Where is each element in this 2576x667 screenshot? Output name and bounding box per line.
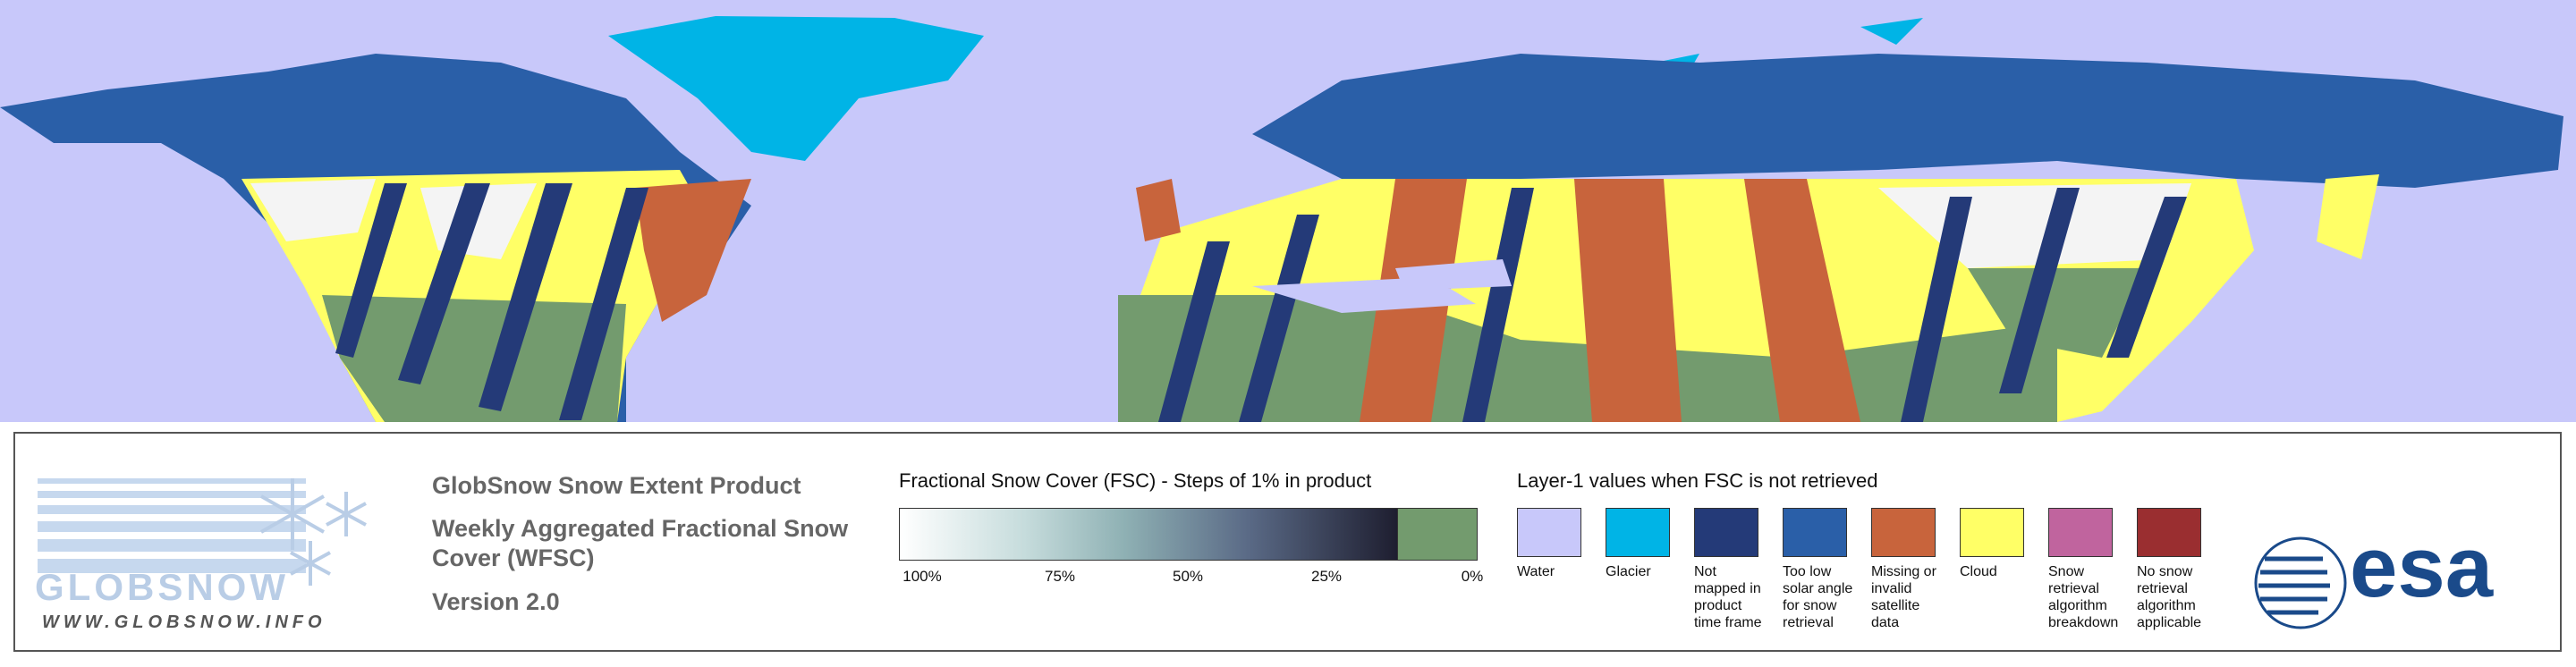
fsc-tick-label: 50% (1172, 568, 1204, 585)
missing-data (1136, 179, 1860, 422)
logo-url: WWW.GLOBSNOW.INFO (42, 612, 326, 632)
product-version: Version 2.0 (432, 588, 560, 615)
class-label: Water (1517, 564, 1555, 579)
fsc-tick-label: 100% (902, 568, 942, 585)
greenland (608, 16, 984, 161)
eurasia-north (1252, 54, 2563, 188)
class-label: No snow retrieval algorithm applicable (2137, 564, 2202, 630)
esa-logo: esa (2350, 519, 2494, 615)
product-title: GlobSnow Snow Extent Product (432, 472, 801, 499)
layer1-title: Layer-1 values when FSC is not retrieved (1517, 469, 1878, 492)
product-subtitle: Weekly Aggregated Fractional Snow Cover … (432, 515, 849, 571)
class-swatch (2048, 508, 2113, 557)
class-label: Not mapped in product time frame (1694, 564, 1762, 630)
class-label: Glacier (1606, 564, 1651, 579)
class-swatch (1606, 508, 1670, 557)
class-swatch (1517, 508, 1581, 557)
esa-emblem (2254, 536, 2347, 629)
legend-graphics (38, 478, 2347, 629)
not-mapped-stripe (1158, 188, 2187, 422)
missing-data (635, 179, 751, 322)
fsc-title: Fractional Snow Cover (FSC) - Steps of 1… (899, 469, 1372, 492)
class-label: Missing or invalid satellite data (1871, 564, 1936, 630)
class-swatch (2137, 508, 2201, 557)
class-label: Snow retrieval algorithm breakdown (2048, 564, 2119, 630)
fsc-tick-label: 25% (1310, 568, 1343, 585)
class-swatch (1694, 508, 1758, 557)
class-swatch (1871, 508, 1936, 557)
logo-snowflakes (260, 478, 367, 586)
sea (1252, 259, 1512, 313)
class-label: Cloud (1960, 564, 1997, 579)
legend-panel: GLOBSNOW WWW.GLOBSNOW.INFO GlobSnow Snow… (13, 432, 2562, 652)
class-swatch (1783, 508, 1847, 557)
fsc-zero (1398, 508, 1478, 561)
logo-name: GLOBSNOW (35, 566, 289, 608)
class-label: Too low solar angle for snow retrieval (1783, 564, 1853, 630)
not-mapped-stripe (335, 183, 648, 420)
cloud-area (2317, 174, 2379, 259)
fsc-tick-label: 0% (1461, 568, 1484, 585)
fsc-tick-label: 75% (1044, 568, 1076, 585)
snow-map (0, 0, 2576, 422)
logo-stripes (38, 478, 306, 573)
fsc-gradient (899, 508, 1398, 561)
class-swatch (1960, 508, 2024, 557)
snow-free-area (322, 295, 626, 422)
